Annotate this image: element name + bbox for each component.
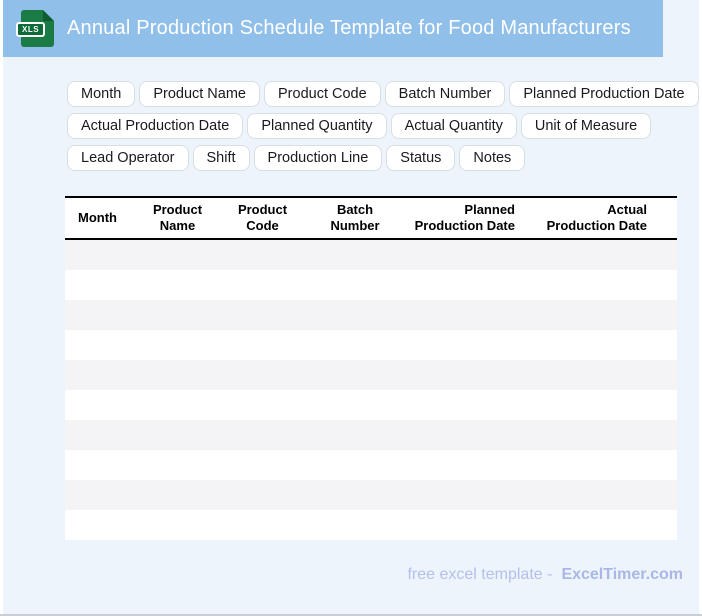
column-header-month: Month [78,210,117,225]
xls-file-icon: XLS [16,10,54,47]
page-background: XLS Annual Production Schedule Template … [3,0,699,614]
table-row [65,300,677,330]
field-chip-status[interactable]: Status [386,145,456,171]
table-row [65,330,677,360]
table-row [65,510,677,540]
field-chip-lead-operator[interactable]: Lead Operator [67,145,189,171]
table-row [65,240,677,270]
footer-brand-link[interactable]: ExcelTimer.com [561,566,683,583]
chip-row: Month Product Name Product Code Batch Numbe… [67,81,699,107]
field-chip-group: Month Product Name Product Code Batch Numbe… [67,81,699,171]
xls-label: XLS [16,22,46,37]
field-chip-batch-number[interactable]: Batch Number [384,81,506,107]
header-bar: XLS Annual Production Schedule Template … [3,0,663,57]
column-header-batch-number: Batch Number [330,202,380,233]
field-chip-planned-production-date[interactable]: Planned Production Date [509,81,699,107]
file-fold-corner [43,10,54,21]
column-header-product-name: Product Name [152,202,203,233]
footer: free excel template - ExcelTimer.com [407,566,683,584]
page-title: Annual Production Schedule Template for … [67,17,631,39]
field-chip-product-code[interactable]: Product Code [264,81,381,107]
footer-tagline: free excel template - [407,566,553,583]
table-header-row: Month Product Name Product Code Batch Numbe… [65,196,677,240]
table-row [65,420,677,450]
field-chip-production-line[interactable]: Production Line [253,145,383,171]
table-row [65,360,677,390]
column-header-product-code: Product Code [237,202,288,233]
field-chip-month[interactable]: Month [67,81,136,107]
column-header-actual-production-date: Actual Production Date [546,202,647,233]
field-chip-actual-production-date[interactable]: Actual Production Date [67,113,244,139]
field-chip-planned-quantity[interactable]: Planned Quantity [247,113,387,139]
table-row [65,450,677,480]
field-chip-notes[interactable]: Notes [459,145,526,171]
table-row [65,270,677,300]
schedule-table: Month Product Name Product Code Batch Numbe… [65,196,677,540]
chip-row: Actual Production Date Planned Quantity Ac… [67,113,699,139]
table-body [65,240,677,540]
field-chip-actual-quantity[interactable]: Actual Quantity [390,113,517,139]
column-header-planned-production-date: Planned Production Date [414,202,515,233]
chip-row: Lead Operator Shift Production Line Status N… [67,145,699,171]
table-row [65,480,677,510]
field-chip-product-name[interactable]: Product Name [139,81,260,107]
field-chip-shift[interactable]: Shift [192,145,250,171]
table-row [65,390,677,420]
field-chip-unit-of-measure[interactable]: Unit of Measure [520,113,652,139]
